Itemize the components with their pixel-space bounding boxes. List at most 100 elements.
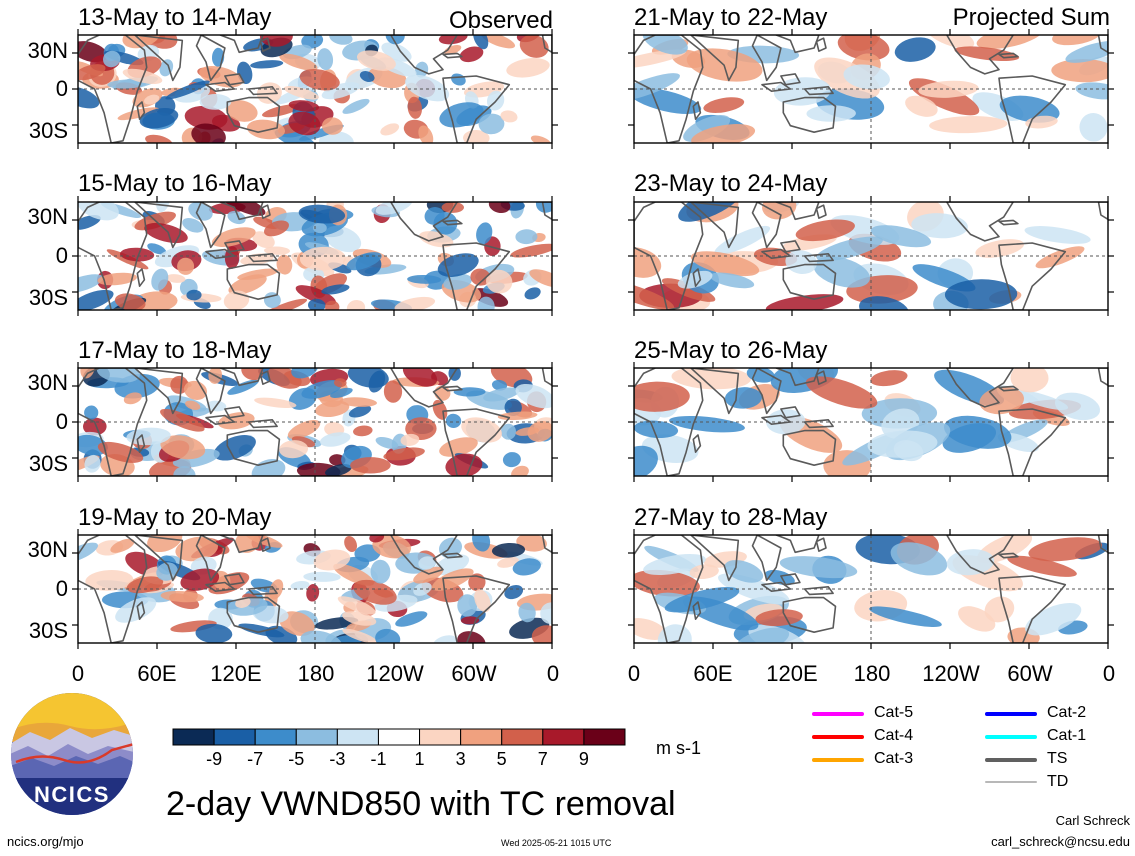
coastline bbox=[136, 101, 146, 120]
anomaly-blob bbox=[634, 618, 667, 640]
tc-legend-label: Cat-5 bbox=[874, 704, 914, 721]
anomaly-blob bbox=[1065, 40, 1108, 63]
anomaly-blob bbox=[186, 289, 202, 301]
coastline bbox=[782, 596, 837, 634]
coastline bbox=[782, 263, 837, 301]
anomaly-blob bbox=[634, 280, 675, 310]
anomaly-blob bbox=[491, 379, 508, 391]
coastline bbox=[998, 242, 1067, 310]
panel-title-obs-2: 15-May to 16-May bbox=[78, 170, 272, 197]
colorbar-segment bbox=[542, 728, 585, 746]
coastline bbox=[751, 35, 782, 82]
tc-legend-swatch bbox=[985, 712, 1037, 716]
anomaly-blob bbox=[530, 135, 552, 143]
anomaly-blob bbox=[1054, 392, 1101, 421]
tc-legend-label: Cat-2 bbox=[1047, 704, 1087, 721]
anomaly-blob bbox=[225, 100, 258, 122]
anomaly-blob bbox=[182, 217, 204, 233]
anomaly-blob bbox=[185, 400, 201, 410]
colorbar-tick-label: 7 bbox=[537, 749, 548, 769]
anomaly-blob bbox=[383, 380, 403, 403]
anomaly-blob bbox=[151, 268, 169, 291]
coastline bbox=[226, 96, 281, 133]
anomaly-blob bbox=[407, 96, 422, 119]
coastline bbox=[442, 408, 511, 476]
anomaly-blob bbox=[958, 606, 996, 632]
anomaly-blob bbox=[795, 219, 855, 242]
anomaly-blob bbox=[414, 61, 429, 78]
anomaly-blob bbox=[299, 246, 346, 271]
anomaly-blob bbox=[515, 427, 540, 436]
anomaly-blob bbox=[929, 116, 1008, 134]
anomaly-blob bbox=[634, 381, 690, 412]
observed-label: Observed bbox=[448, 7, 553, 34]
anomaly-blob bbox=[642, 35, 688, 55]
anomaly-blob bbox=[943, 415, 1012, 449]
anomaly-blob bbox=[1051, 58, 1108, 83]
map-panel bbox=[72, 196, 558, 316]
anomaly-blob bbox=[287, 419, 321, 440]
lon-label: 180 bbox=[297, 661, 335, 686]
coastline bbox=[224, 573, 245, 586]
author-email: carl_schreck@ncsu.edu bbox=[991, 834, 1130, 849]
map-panel bbox=[628, 362, 1114, 482]
anomaly-blob bbox=[457, 631, 486, 643]
anomaly-blob bbox=[247, 119, 285, 140]
coastline bbox=[998, 219, 1019, 226]
anomaly-blob bbox=[241, 368, 264, 381]
tc-legend-swatch bbox=[985, 781, 1037, 783]
anomaly-blob bbox=[476, 222, 493, 245]
lat-label-30n: 30N bbox=[27, 537, 68, 562]
anomaly-blob bbox=[353, 579, 397, 605]
coastline bbox=[692, 101, 702, 120]
panel-title-proj-4: 27-May to 28-May bbox=[634, 504, 828, 531]
coastline bbox=[815, 204, 827, 219]
anomaly-blob bbox=[894, 37, 936, 62]
anomaly-blob bbox=[531, 625, 552, 643]
coastline bbox=[442, 242, 511, 310]
tc-legend-swatch bbox=[812, 712, 864, 716]
anomaly-blob bbox=[211, 227, 256, 247]
anomaly-blob bbox=[518, 602, 536, 623]
anomaly-blob bbox=[1079, 113, 1108, 142]
coastline bbox=[136, 601, 146, 621]
anomaly-blob bbox=[199, 93, 232, 110]
colorbar-segment bbox=[460, 728, 503, 746]
coastline bbox=[389, 35, 459, 75]
coastline bbox=[226, 429, 281, 467]
anomaly-blob bbox=[291, 436, 316, 448]
anomaly-blob bbox=[502, 452, 521, 468]
anomaly-blob bbox=[147, 535, 183, 553]
anomaly-blob bbox=[299, 68, 340, 91]
anomaly-blob bbox=[870, 225, 932, 248]
anomaly-blob bbox=[295, 285, 336, 306]
anomaly-blob bbox=[816, 236, 883, 261]
colorbar-tick-label: 1 bbox=[414, 749, 425, 769]
anomaly-blob bbox=[683, 115, 731, 142]
lon-label: 120E bbox=[766, 661, 818, 686]
coastline bbox=[775, 35, 820, 54]
anomaly-blob bbox=[339, 397, 377, 407]
coastline bbox=[134, 535, 184, 582]
anomaly-blob bbox=[405, 74, 450, 102]
anomaly-blob bbox=[300, 630, 343, 643]
anomaly-blob bbox=[1007, 555, 1077, 577]
lat-label-30s: 30S bbox=[28, 451, 68, 476]
coastline bbox=[634, 202, 704, 310]
anomaly-blob bbox=[510, 243, 552, 258]
anomaly-blob bbox=[353, 425, 373, 437]
anomaly-blob bbox=[843, 64, 890, 90]
anomaly-blob bbox=[664, 587, 740, 613]
anomaly-blob bbox=[724, 560, 764, 583]
anomaly-blob bbox=[491, 542, 526, 558]
coastline bbox=[78, 202, 148, 310]
anomaly-blob bbox=[78, 64, 106, 81]
anomaly-blob bbox=[813, 256, 871, 288]
anomaly-blob bbox=[279, 53, 318, 71]
anomaly-blob bbox=[199, 65, 243, 88]
anomaly-blob bbox=[500, 423, 517, 440]
anomaly-blob bbox=[107, 79, 147, 89]
anomaly-blob bbox=[400, 433, 420, 446]
anomaly-blob bbox=[669, 415, 745, 433]
